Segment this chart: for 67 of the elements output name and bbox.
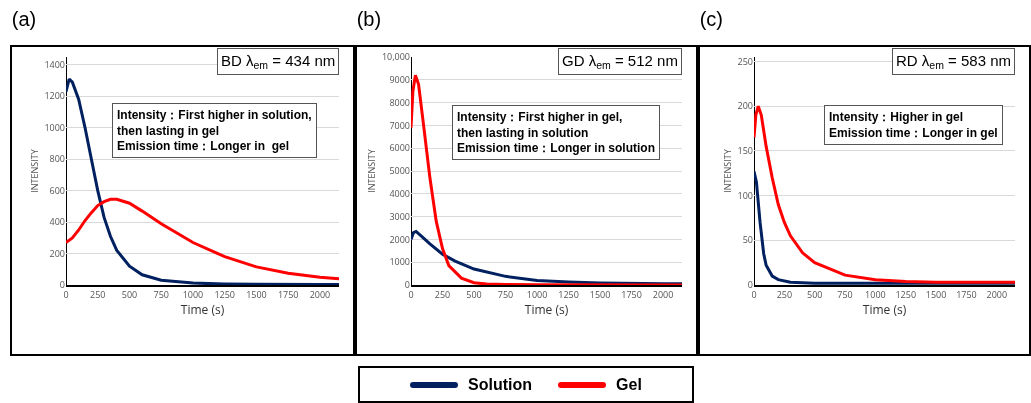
chart-title: (a)	[11, 7, 37, 30]
x-tick-label: 1250	[895, 287, 917, 301]
x-tick-label: 2000	[652, 287, 674, 301]
x-axis-title: Time (s)	[180, 301, 225, 319]
x-tick-label: 500	[806, 287, 823, 301]
y-tick-label: 10,000	[381, 50, 410, 64]
x-tick-label: 1500	[589, 287, 611, 301]
x-tick-label: 1000	[526, 287, 548, 301]
x-tick-label: 250	[776, 287, 793, 301]
y-tick-label: 4000	[389, 186, 410, 200]
y-tick-label: 100	[737, 188, 753, 202]
y-axis-title: INTENSITY	[365, 148, 379, 193]
x-tick-label: 500	[121, 287, 138, 301]
y-tick-label: 7000	[389, 118, 410, 132]
x-tick-label: 1750	[277, 287, 299, 301]
annotation: BD λ$_{em}$ = 434 nm	[221, 52, 336, 72]
y-tick-label: 0	[59, 278, 65, 292]
x-tick-label: 1000	[865, 287, 886, 301]
annotation: RD λ$_{em}$ = 583 nm	[896, 52, 1012, 72]
y-tick-label: 6000	[389, 141, 410, 155]
y-tick-label: 8000	[389, 95, 410, 109]
x-tick-label: 1250	[558, 287, 579, 301]
y-tick-label: 1000	[389, 255, 410, 269]
x-axis-title: Time (s)	[524, 301, 569, 319]
y-tick-label: 1000	[44, 120, 65, 134]
y-tick-label: 0	[747, 278, 753, 292]
line-series	[66, 197, 339, 281]
x-tick-label: 750	[837, 287, 853, 301]
annotation: Intensity：First higher in solution, then lasting in gel Emission time：Longer in gel	[117, 108, 312, 154]
annotation: Intensity：First higher in gel, then lasting in solution Emission time：Longer in solution	[457, 110, 656, 156]
y-tick-label: 2000	[389, 232, 410, 246]
legend-label: Gel	[616, 375, 642, 394]
x-tick-label: 1000	[182, 287, 204, 301]
x-tick-label: 250	[90, 287, 106, 301]
x-tick-label: 2000	[309, 287, 331, 301]
x-tick-label: 250	[434, 287, 451, 301]
y-tick-label: 50	[742, 233, 753, 247]
y-tick-label: 5000	[389, 164, 410, 178]
y-tick-label: 1200	[44, 89, 65, 103]
x-tick-label: 750	[153, 287, 169, 301]
x-tick-label: 1750	[956, 287, 977, 301]
x-axis-title: Time (s)	[862, 301, 907, 319]
annotation: Intensity：Higher in gel Emission time：Longer in gel	[829, 110, 998, 140]
annotation: GD λ$_{em}$ = 512 nm	[562, 52, 678, 72]
y-tick-label: 800	[49, 152, 65, 166]
x-tick-label: 2000	[986, 287, 1008, 301]
y-tick-label: 400	[49, 215, 65, 229]
x-tick-label: 1500	[246, 287, 267, 301]
legend-label: Solution	[468, 375, 533, 394]
y-tick-label: 200	[737, 99, 753, 113]
x-tick-label: 500	[466, 287, 482, 301]
y-tick-label: 9000	[389, 72, 410, 86]
y-tick-label: 1400	[44, 58, 65, 72]
x-tick-label: 1750	[621, 287, 642, 301]
y-tick-label: 250	[737, 54, 753, 68]
y-tick-label: 600	[49, 183, 65, 197]
x-tick-label: 1500	[925, 287, 947, 301]
y-axis-title: INTENSITY	[720, 148, 734, 193]
chart-title: (b)	[356, 7, 382, 30]
y-tick-label: 3000	[389, 209, 410, 223]
x-tick-label: 1250	[214, 287, 236, 301]
x-tick-label: 750	[497, 287, 514, 301]
y-tick-label: 150	[737, 144, 753, 158]
y-axis-title: INTENSITY	[27, 148, 41, 193]
chart-title: (c)	[699, 7, 723, 30]
y-tick-label: 200	[49, 246, 65, 260]
y-tick-label: 0	[404, 278, 410, 292]
